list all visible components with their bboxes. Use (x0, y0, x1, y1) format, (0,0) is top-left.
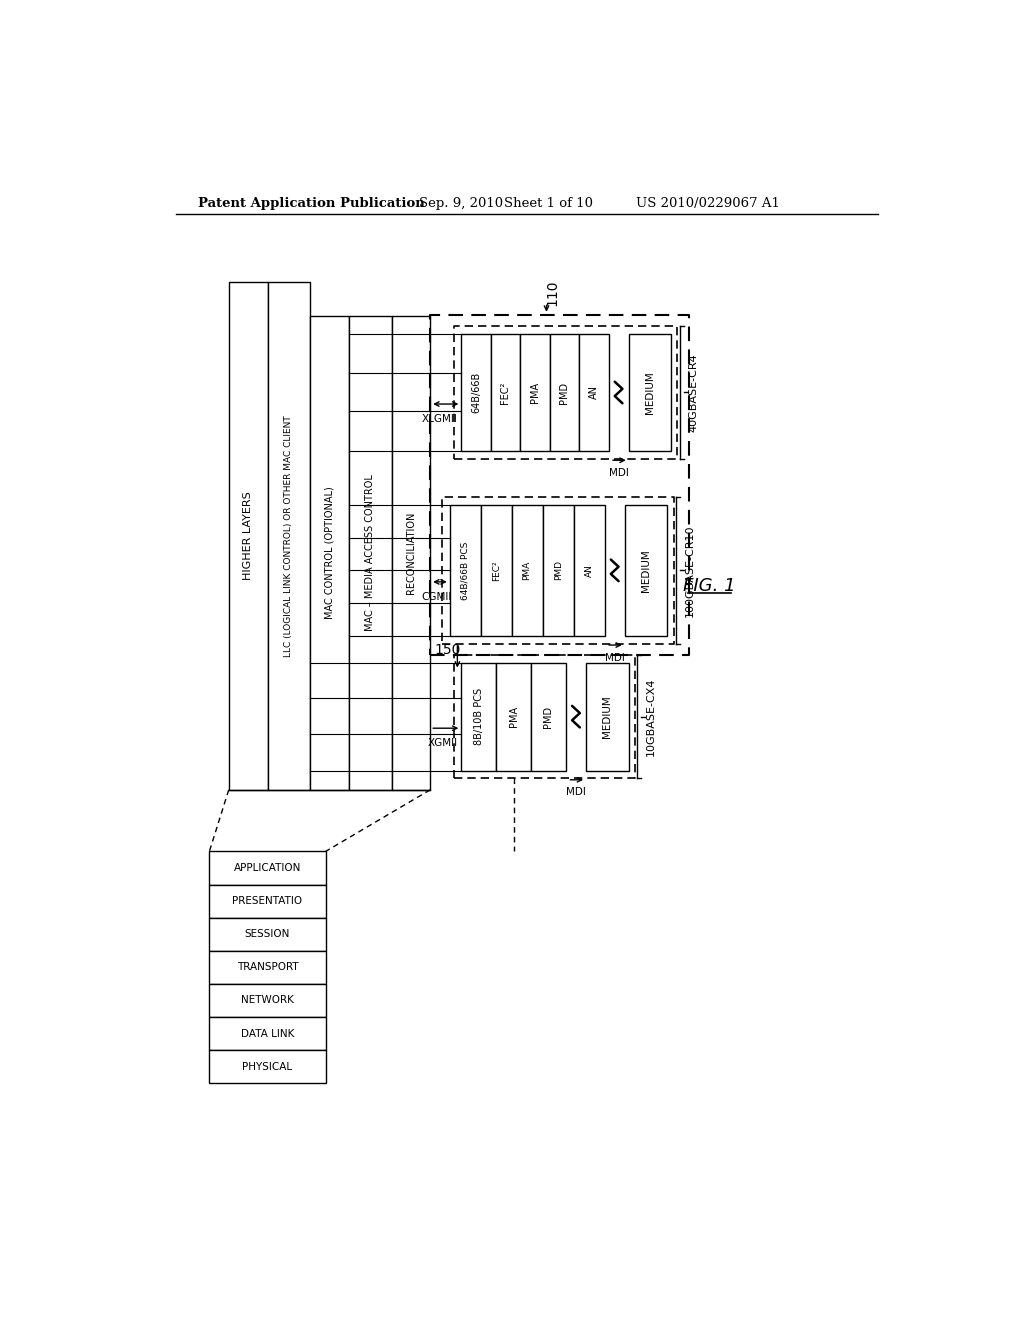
Text: XLGMII: XLGMII (422, 414, 458, 424)
Bar (442, 498, 674, 644)
Text: MDI: MDI (566, 788, 586, 797)
Text: FEC²: FEC² (501, 381, 510, 404)
Text: 150: 150 (434, 643, 461, 656)
Bar (209, 1051, 326, 1084)
Bar (512, 506, 543, 636)
Text: US 2010/0229067 A1: US 2010/0229067 A1 (636, 197, 779, 210)
Text: LLC (LOGICAL LINK CONTROL) OR OTHER MAC CLIENT: LLC (LOGICAL LINK CONTROL) OR OTHER MAC … (285, 414, 293, 656)
Text: 40GBASE-CR4: 40GBASE-CR4 (689, 354, 698, 432)
Bar (461, 663, 496, 771)
Text: Patent Application Publication: Patent Application Publication (198, 197, 425, 210)
Bar (454, 326, 678, 459)
Text: Sep. 9, 2010: Sep. 9, 2010 (419, 197, 503, 210)
Text: TRANSPORT: TRANSPORT (237, 962, 298, 973)
Text: MEDIUM: MEDIUM (645, 371, 655, 414)
Bar (209, 983, 326, 1016)
Bar (461, 334, 490, 451)
Text: 8B/10B PCS: 8B/10B PCS (474, 688, 483, 746)
Text: 64B/66B: 64B/66B (471, 372, 481, 413)
Bar (579, 334, 608, 451)
Text: 64B/66B PCS: 64B/66B PCS (461, 541, 470, 599)
Bar (267, 281, 310, 789)
Bar (496, 663, 531, 771)
Bar (543, 506, 573, 636)
Bar (209, 851, 326, 884)
Text: FEC²: FEC² (492, 560, 501, 581)
Text: MDI: MDI (605, 653, 625, 663)
Text: PHYSICAL: PHYSICAL (243, 1061, 293, 1072)
Bar (520, 334, 550, 451)
Text: PMD: PMD (554, 561, 562, 581)
Text: PRESENTATIO: PRESENTATIO (232, 896, 302, 906)
Bar (586, 663, 629, 771)
Bar (480, 506, 512, 636)
Text: FIG. 1: FIG. 1 (683, 577, 735, 595)
Bar (573, 506, 604, 636)
Text: Sheet 1 of 10: Sheet 1 of 10 (504, 197, 593, 210)
Bar (209, 884, 326, 917)
Text: 10GBASE-CX4: 10GBASE-CX4 (646, 677, 656, 756)
Bar (430, 314, 689, 655)
Bar (625, 506, 668, 636)
Text: NETWORK: NETWORK (241, 995, 294, 1006)
Bar (454, 655, 635, 779)
Text: 110: 110 (546, 280, 560, 306)
Bar (550, 334, 579, 451)
Text: AN: AN (589, 385, 599, 400)
Text: RECONCILIATION: RECONCILIATION (406, 512, 416, 594)
Bar (228, 281, 267, 789)
Text: PMD: PMD (544, 706, 553, 727)
Text: MEDIUM: MEDIUM (641, 549, 651, 591)
Text: PMA: PMA (522, 561, 531, 579)
Bar (450, 506, 480, 636)
Text: DATA LINK: DATA LINK (241, 1028, 294, 1039)
Text: 100GBASE-CR10: 100GBASE-CR10 (685, 524, 695, 616)
Text: PMA: PMA (529, 381, 540, 403)
Text: MAC – MEDIA ACCESS CONTROL: MAC – MEDIA ACCESS CONTROL (366, 475, 375, 631)
Bar (391, 317, 430, 789)
Bar (209, 1016, 326, 1051)
Text: MAC CONTROL (OPTIONAL): MAC CONTROL (OPTIONAL) (325, 487, 335, 619)
Text: MDI: MDI (608, 469, 629, 478)
Text: PMA: PMA (509, 706, 518, 727)
Text: SESSION: SESSION (245, 929, 290, 939)
Bar (531, 663, 566, 771)
Text: MEDIUM: MEDIUM (602, 696, 612, 738)
Text: HIGHER LAYERS: HIGHER LAYERS (243, 491, 253, 579)
Bar (349, 317, 391, 789)
Text: APPLICATION: APPLICATION (233, 863, 301, 873)
Bar (310, 317, 349, 789)
Text: PMD: PMD (559, 381, 569, 404)
Text: XGMII: XGMII (428, 738, 458, 748)
Text: CGMII: CGMII (421, 591, 452, 602)
Bar (629, 334, 672, 451)
Bar (209, 950, 326, 983)
Text: AN: AN (585, 564, 594, 577)
Bar (490, 334, 520, 451)
Bar (209, 917, 326, 950)
